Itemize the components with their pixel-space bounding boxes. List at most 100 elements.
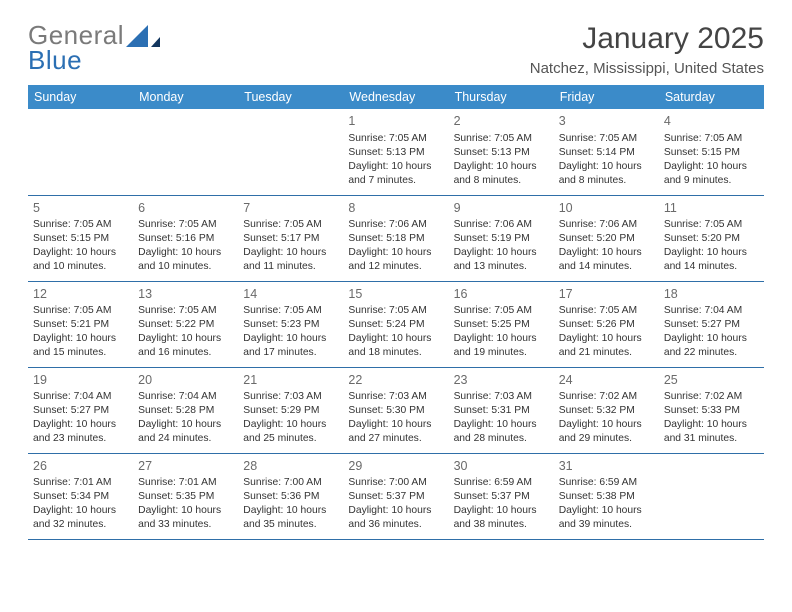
calendar-day-cell: 5Sunrise: 7:05 AMSunset: 5:15 PMDaylight… — [28, 195, 133, 281]
sunset-text: Sunset: 5:37 PM — [348, 490, 443, 504]
day-number: 2 — [454, 113, 549, 130]
day-number: 28 — [243, 458, 338, 475]
sunrise-text: Sunrise: 7:05 AM — [664, 132, 759, 146]
day-number: 3 — [559, 113, 654, 130]
calendar-day-cell: 24Sunrise: 7:02 AMSunset: 5:32 PMDayligh… — [554, 367, 659, 453]
sunset-text: Sunset: 5:32 PM — [559, 404, 654, 418]
day-number: 31 — [559, 458, 654, 475]
sunrise-text: Sunrise: 7:05 AM — [664, 218, 759, 232]
day-number: 15 — [348, 286, 443, 303]
sunrise-text: Sunrise: 7:05 AM — [33, 304, 128, 318]
sunrise-text: Sunrise: 7:03 AM — [348, 390, 443, 404]
calendar-day-cell: 19Sunrise: 7:04 AMSunset: 5:27 PMDayligh… — [28, 367, 133, 453]
sunrise-text: Sunrise: 7:02 AM — [664, 390, 759, 404]
day-number: 7 — [243, 200, 338, 217]
calendar-day-cell: 29Sunrise: 7:00 AMSunset: 5:37 PMDayligh… — [343, 453, 448, 539]
calendar-week-row: 12Sunrise: 7:05 AMSunset: 5:21 PMDayligh… — [28, 281, 764, 367]
sunrise-text: Sunrise: 7:03 AM — [454, 390, 549, 404]
day-number: 24 — [559, 372, 654, 389]
sunrise-text: Sunrise: 7:03 AM — [243, 390, 338, 404]
sunset-text: Sunset: 5:18 PM — [348, 232, 443, 246]
sunrise-text: Sunrise: 7:05 AM — [243, 218, 338, 232]
weekday-header: Monday — [133, 85, 238, 109]
calendar-week-row: 1Sunrise: 7:05 AMSunset: 5:13 PMDaylight… — [28, 109, 764, 195]
day-number: 12 — [33, 286, 128, 303]
sunrise-text: Sunrise: 7:06 AM — [454, 218, 549, 232]
day-number: 14 — [243, 286, 338, 303]
sunset-text: Sunset: 5:16 PM — [138, 232, 233, 246]
calendar-empty-cell — [238, 109, 343, 195]
weekday-header: Friday — [554, 85, 659, 109]
calendar-empty-cell — [659, 453, 764, 539]
calendar-day-cell: 25Sunrise: 7:02 AMSunset: 5:33 PMDayligh… — [659, 367, 764, 453]
sunrise-text: Sunrise: 7:04 AM — [33, 390, 128, 404]
header-row: General Blue January 2025 Natchez, Missi… — [28, 22, 764, 77]
calendar-day-cell: 23Sunrise: 7:03 AMSunset: 5:31 PMDayligh… — [449, 367, 554, 453]
daylight-text: Daylight: 10 hours and 11 minutes. — [243, 246, 338, 274]
day-number: 16 — [454, 286, 549, 303]
daylight-text: Daylight: 10 hours and 32 minutes. — [33, 504, 128, 532]
daylight-text: Daylight: 10 hours and 7 minutes. — [348, 160, 443, 188]
day-number: 9 — [454, 200, 549, 217]
sunset-text: Sunset: 5:27 PM — [33, 404, 128, 418]
day-number: 8 — [348, 200, 443, 217]
calendar-day-cell: 17Sunrise: 7:05 AMSunset: 5:26 PMDayligh… — [554, 281, 659, 367]
daylight-text: Daylight: 10 hours and 28 minutes. — [454, 418, 549, 446]
calendar-day-cell: 30Sunrise: 6:59 AMSunset: 5:37 PMDayligh… — [449, 453, 554, 539]
daylight-text: Daylight: 10 hours and 36 minutes. — [348, 504, 443, 532]
daylight-text: Daylight: 10 hours and 29 minutes. — [559, 418, 654, 446]
brand-text-block: General Blue — [28, 22, 124, 76]
day-number: 25 — [664, 372, 759, 389]
sunset-text: Sunset: 5:13 PM — [454, 146, 549, 160]
calendar-day-cell: 12Sunrise: 7:05 AMSunset: 5:21 PMDayligh… — [28, 281, 133, 367]
weekday-header: Sunday — [28, 85, 133, 109]
calendar-day-cell: 4Sunrise: 7:05 AMSunset: 5:15 PMDaylight… — [659, 109, 764, 195]
sunset-text: Sunset: 5:19 PM — [454, 232, 549, 246]
sunrise-text: Sunrise: 7:05 AM — [243, 304, 338, 318]
day-number: 29 — [348, 458, 443, 475]
calendar-day-cell: 1Sunrise: 7:05 AMSunset: 5:13 PMDaylight… — [343, 109, 448, 195]
daylight-text: Daylight: 10 hours and 31 minutes. — [664, 418, 759, 446]
daylight-text: Daylight: 10 hours and 14 minutes. — [559, 246, 654, 274]
day-number: 1 — [348, 113, 443, 130]
calendar-empty-cell — [28, 109, 133, 195]
sunrise-text: Sunrise: 7:05 AM — [454, 132, 549, 146]
sunset-text: Sunset: 5:25 PM — [454, 318, 549, 332]
sail-icon — [126, 25, 160, 56]
daylight-text: Daylight: 10 hours and 10 minutes. — [138, 246, 233, 274]
calendar-day-cell: 6Sunrise: 7:05 AMSunset: 5:16 PMDaylight… — [133, 195, 238, 281]
sunset-text: Sunset: 5:35 PM — [138, 490, 233, 504]
page-subtitle: Natchez, Mississippi, United States — [530, 60, 764, 77]
day-number: 13 — [138, 286, 233, 303]
daylight-text: Daylight: 10 hours and 14 minutes. — [664, 246, 759, 274]
day-number: 27 — [138, 458, 233, 475]
day-number: 4 — [664, 113, 759, 130]
daylight-text: Daylight: 10 hours and 12 minutes. — [348, 246, 443, 274]
sunset-text: Sunset: 5:28 PM — [138, 404, 233, 418]
sunrise-text: Sunrise: 7:05 AM — [348, 304, 443, 318]
page-title: January 2025 — [530, 22, 764, 56]
calendar-day-cell: 16Sunrise: 7:05 AMSunset: 5:25 PMDayligh… — [449, 281, 554, 367]
sunset-text: Sunset: 5:14 PM — [559, 146, 654, 160]
day-number: 10 — [559, 200, 654, 217]
sunset-text: Sunset: 5:15 PM — [664, 146, 759, 160]
calendar-day-cell: 10Sunrise: 7:06 AMSunset: 5:20 PMDayligh… — [554, 195, 659, 281]
sunrise-text: Sunrise: 7:05 AM — [33, 218, 128, 232]
sunrise-text: Sunrise: 7:06 AM — [348, 218, 443, 232]
daylight-text: Daylight: 10 hours and 33 minutes. — [138, 504, 233, 532]
sunrise-text: Sunrise: 7:01 AM — [33, 476, 128, 490]
daylight-text: Daylight: 10 hours and 27 minutes. — [348, 418, 443, 446]
weekday-header: Tuesday — [238, 85, 343, 109]
sunset-text: Sunset: 5:24 PM — [348, 318, 443, 332]
calendar-day-cell: 2Sunrise: 7:05 AMSunset: 5:13 PMDaylight… — [449, 109, 554, 195]
calendar-week-row: 5Sunrise: 7:05 AMSunset: 5:15 PMDaylight… — [28, 195, 764, 281]
brand-logo: General Blue — [28, 22, 160, 76]
calendar-day-cell: 3Sunrise: 7:05 AMSunset: 5:14 PMDaylight… — [554, 109, 659, 195]
calendar-day-cell: 31Sunrise: 6:59 AMSunset: 5:38 PMDayligh… — [554, 453, 659, 539]
calendar-day-cell: 27Sunrise: 7:01 AMSunset: 5:35 PMDayligh… — [133, 453, 238, 539]
sunset-text: Sunset: 5:22 PM — [138, 318, 233, 332]
sunrise-text: Sunrise: 7:00 AM — [348, 476, 443, 490]
calendar-day-cell: 18Sunrise: 7:04 AMSunset: 5:27 PMDayligh… — [659, 281, 764, 367]
sunrise-text: Sunrise: 7:02 AM — [559, 390, 654, 404]
sunrise-text: Sunrise: 6:59 AM — [559, 476, 654, 490]
